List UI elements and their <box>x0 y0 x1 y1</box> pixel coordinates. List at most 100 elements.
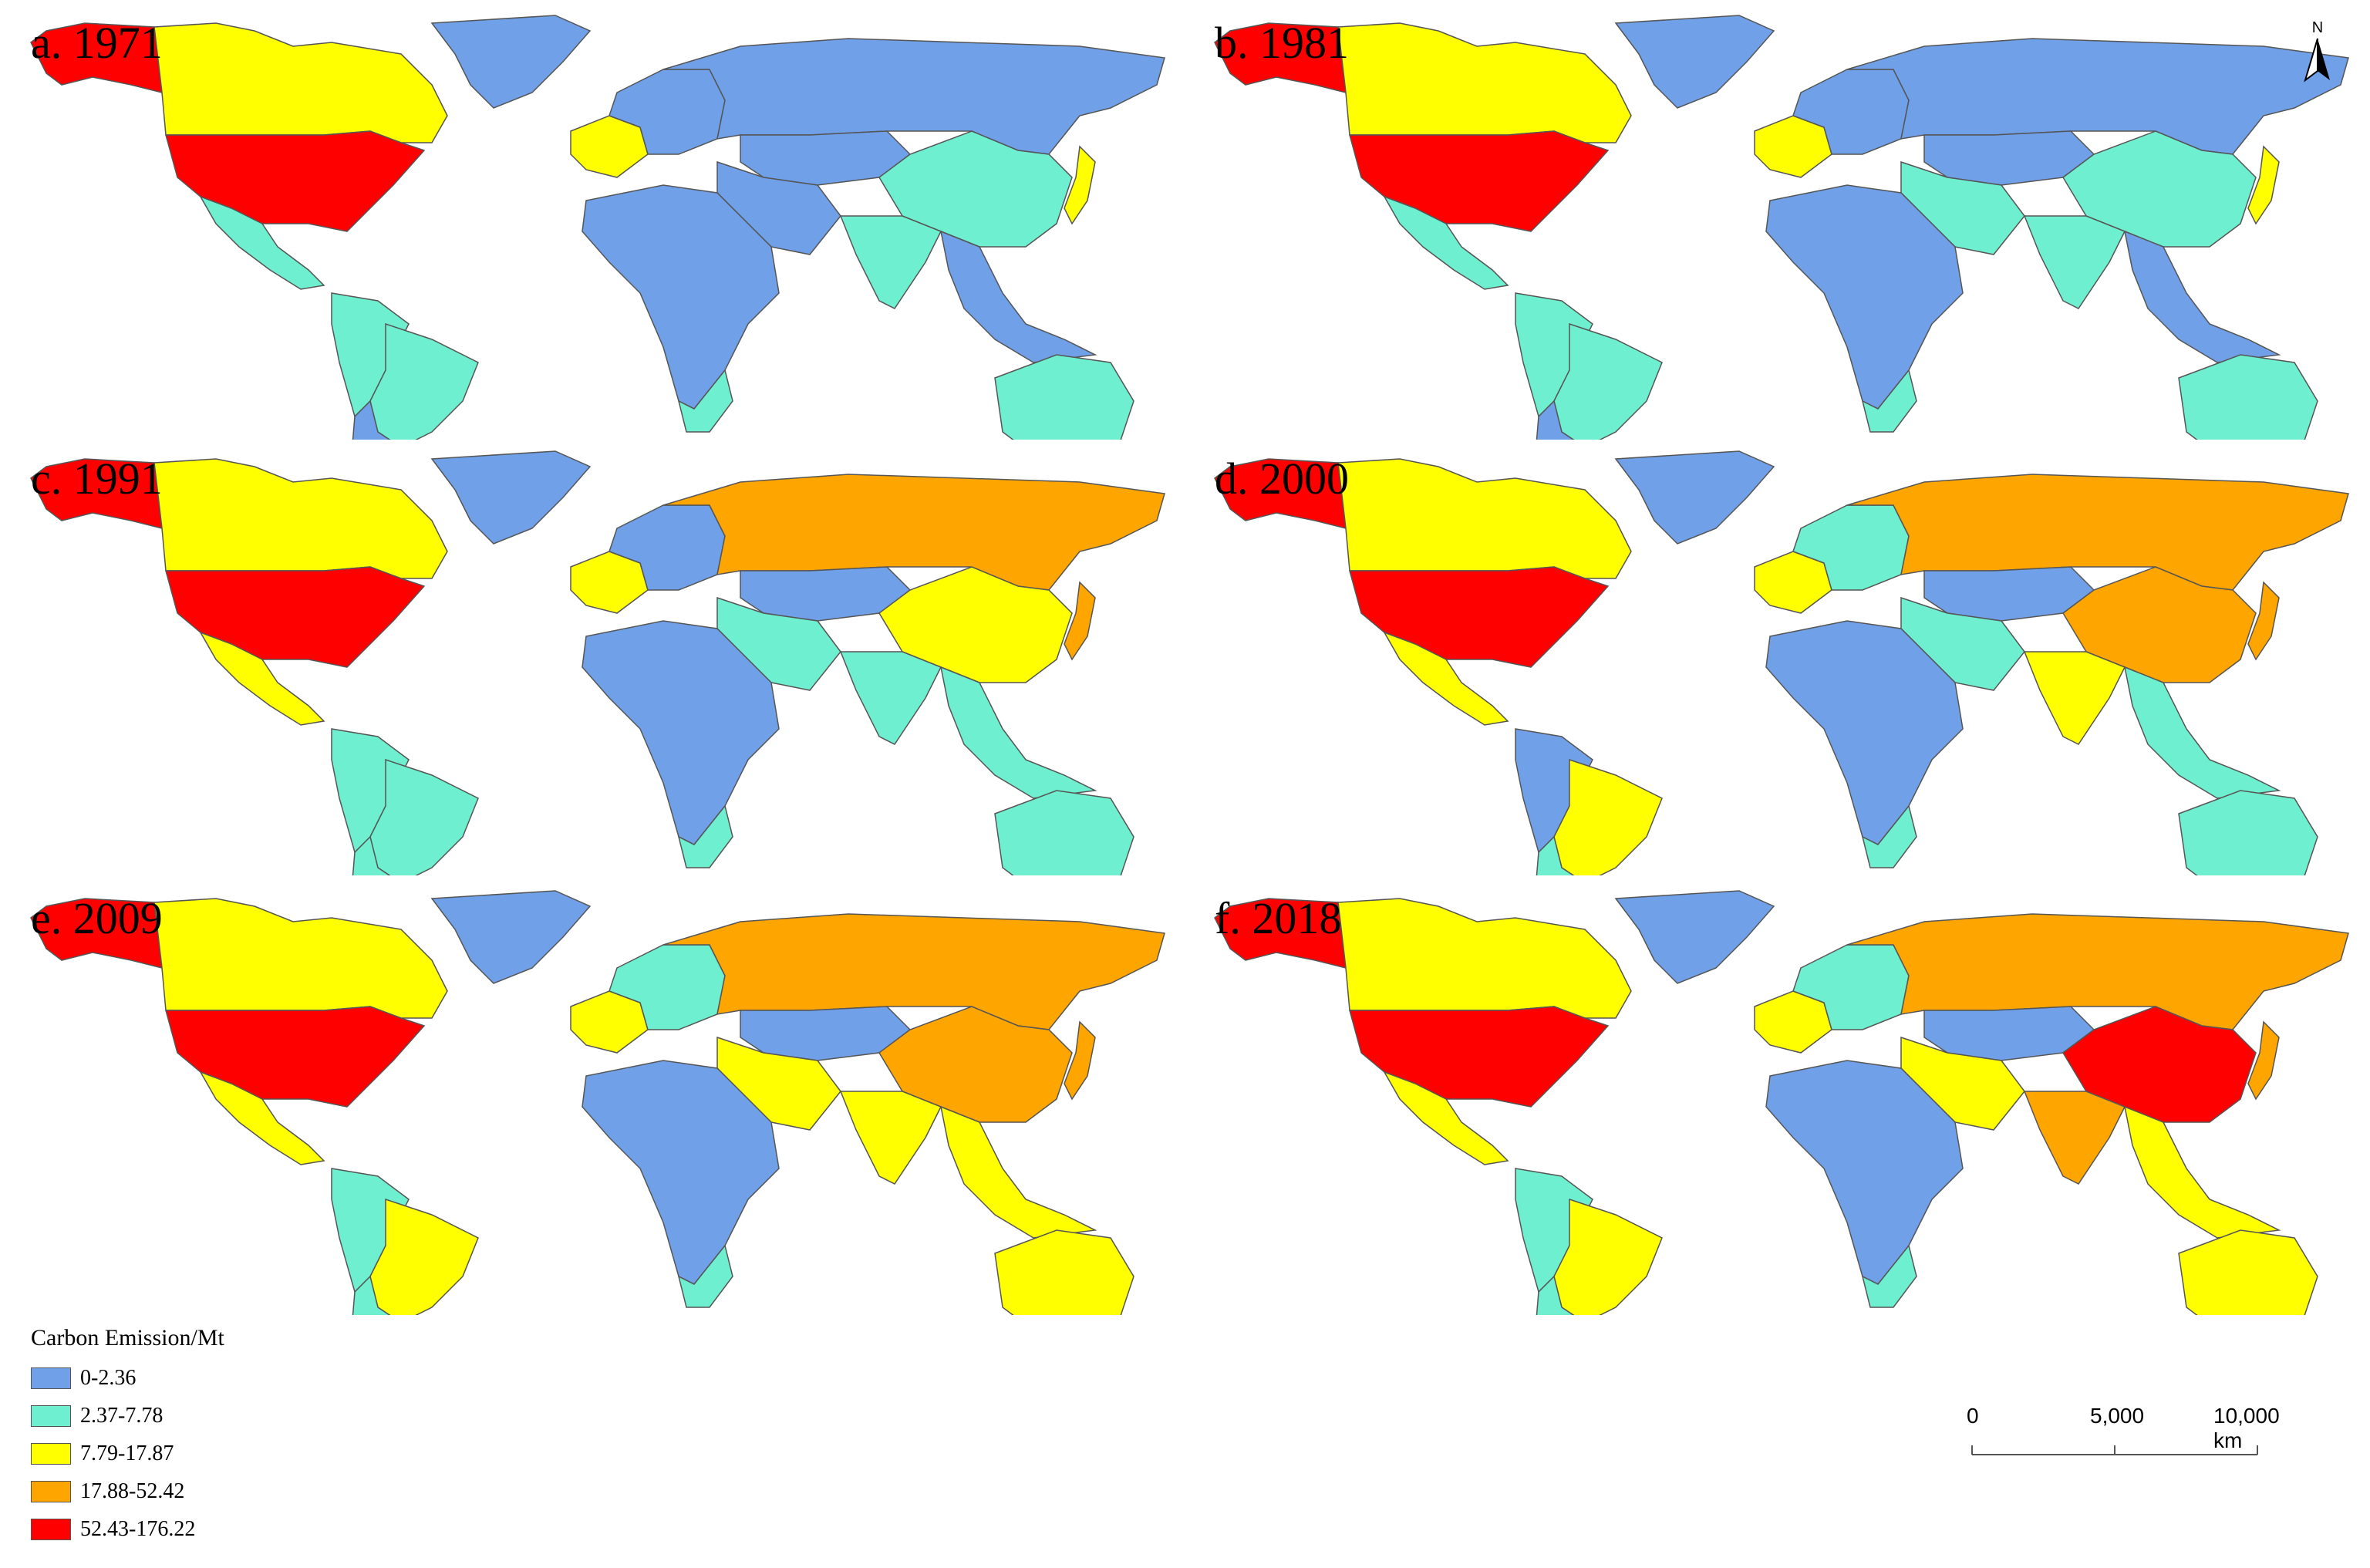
region-greenland <box>1614 15 1775 109</box>
region-se-asia <box>939 666 1097 799</box>
region-brazil <box>369 758 479 875</box>
region-india <box>2023 1091 2126 1185</box>
scale-tick-5000: 5,000 <box>2090 1404 2145 1428</box>
map-panel-b: b. 1981 <box>1184 0 2370 440</box>
region-alaska <box>30 458 163 529</box>
region-russia <box>1846 913 2349 1030</box>
region-usa <box>1349 1006 1610 1108</box>
region-japan <box>2247 581 2280 661</box>
map-panel-f: f. 2018 <box>1184 875 2370 1315</box>
region-japan <box>2247 145 2280 225</box>
region-alaska <box>30 22 163 93</box>
region-alaska <box>1214 458 1347 529</box>
legend-label: 2.37-7.78 <box>80 1403 164 1428</box>
region-brazil <box>369 322 479 440</box>
world-map <box>30 890 1165 1315</box>
region-argentina <box>352 400 391 440</box>
map-panel-e: e. 2009 <box>0 875 1188 1315</box>
map-panel-c: c. 1991 <box>0 436 1188 875</box>
region-russia <box>662 474 1165 591</box>
panel-label: b. 1981 <box>1215 18 1349 68</box>
legend-item: 2.37-7.78 <box>31 1397 224 1435</box>
panel-label: f. 2018 <box>1215 893 1342 943</box>
north-arrow-icon: N <box>2304 19 2330 83</box>
legend-item: 7.79-17.87 <box>31 1435 224 1472</box>
region-canada <box>153 22 448 143</box>
legend-item: 0-2.36 <box>31 1359 224 1397</box>
region-mexico <box>199 631 325 726</box>
legend-swatch <box>31 1404 71 1427</box>
region-india <box>839 215 942 309</box>
legend-label: 0-2.36 <box>80 1365 137 1390</box>
scale-bar: 0 5,000 10,000 km <box>1959 1404 2298 1465</box>
region-russia <box>1846 38 2349 155</box>
region-india <box>2023 215 2126 309</box>
region-usa <box>1349 566 1610 668</box>
region-mexico <box>1383 195 1509 290</box>
region-se-asia <box>939 1105 1097 1239</box>
region-mexico <box>1383 631 1509 726</box>
world-map <box>1214 890 2349 1315</box>
legend-item: 17.88-52.42 <box>31 1472 224 1510</box>
region-india <box>2023 651 2126 745</box>
region-australia <box>994 1229 1134 1315</box>
world-map <box>30 15 1165 440</box>
region-australia <box>994 790 1134 875</box>
scale-line <box>1971 1445 2258 1455</box>
world-map <box>1214 15 2349 440</box>
region-usa <box>165 1006 426 1108</box>
region-usa <box>165 566 426 668</box>
region-se-asia <box>2123 666 2281 799</box>
region-australia <box>2178 354 2318 440</box>
region-brazil <box>369 1198 479 1315</box>
scale-tick-0: 0 <box>1967 1404 1979 1428</box>
region-alaska <box>30 898 163 969</box>
region-mexico <box>199 195 325 290</box>
region-greenland <box>430 890 592 984</box>
region-brazil <box>1553 1198 1663 1315</box>
legend-swatch <box>31 1518 71 1540</box>
region-australia <box>994 354 1134 440</box>
legend-title: Carbon Emission/Mt <box>31 1325 224 1351</box>
region-greenland <box>430 450 592 545</box>
legend-items: 0-2.36 2.37-7.78 7.79-17.87 17.88-52.42 … <box>31 1359 224 1548</box>
region-greenland <box>1614 450 1775 545</box>
legend-swatch <box>31 1367 71 1389</box>
region-canada <box>153 898 448 1019</box>
legend-swatch <box>31 1442 71 1465</box>
region-alaska <box>1214 22 1347 93</box>
legend-label: 17.88-52.42 <box>80 1479 185 1503</box>
region-brazil <box>1553 758 1663 875</box>
region-russia <box>1846 474 2349 591</box>
map-panel-d: d. 2000 <box>1184 436 2370 875</box>
region-south-africa <box>677 804 733 868</box>
world-map <box>30 450 1165 875</box>
region-india <box>839 1091 942 1185</box>
region-japan <box>2247 1020 2280 1101</box>
region-argentina <box>1536 400 1575 440</box>
region-greenland <box>1614 890 1775 984</box>
region-se-asia <box>2123 1105 2281 1239</box>
region-argentina <box>352 1275 391 1315</box>
map-panel-a: a. 1971 <box>0 0 1188 440</box>
legend: Carbon Emission/Mt 0-2.36 2.37-7.78 7.79… <box>31 1325 224 1548</box>
region-mexico <box>199 1071 325 1165</box>
region-australia <box>2178 790 2318 875</box>
north-label: N <box>2312 19 2323 36</box>
region-argentina <box>1536 835 1575 875</box>
region-japan <box>1064 1020 1096 1101</box>
region-canada <box>1337 458 1632 579</box>
scale-tick-10000: 10,000 km <box>2213 1404 2280 1452</box>
region-japan <box>1064 145 1096 225</box>
region-alaska <box>1214 898 1347 969</box>
region-argentina <box>352 835 391 875</box>
region-south-africa <box>1861 369 1917 433</box>
region-south-africa <box>1861 804 1917 868</box>
region-canada <box>153 458 448 579</box>
region-russia <box>662 38 1165 155</box>
panel-label: d. 2000 <box>1215 454 1349 504</box>
legend-swatch <box>31 1480 71 1502</box>
panel-label: e. 2009 <box>31 893 163 943</box>
region-usa <box>1349 130 1610 232</box>
panel-label: a. 1971 <box>31 18 163 68</box>
